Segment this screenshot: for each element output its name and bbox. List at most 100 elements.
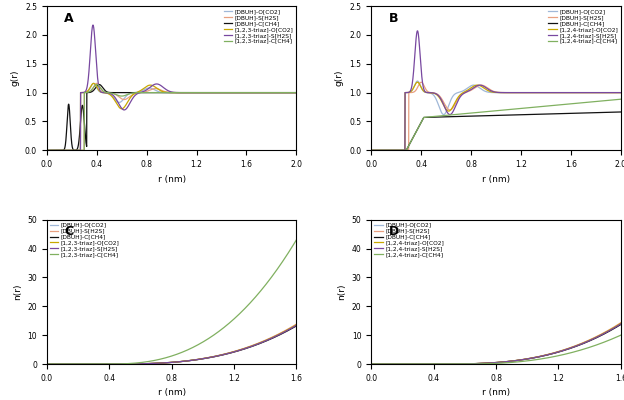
[1,2,3-triaz]-O[CO2] (43, 148, 51, 153)
[DBUH]-C[CH4] (150, 90, 157, 95)
[DBUH]-S[H2S] (72, 148, 79, 153)
[1,2,4-triaz]-C[CH4] (368, 362, 375, 366)
[DBUH]-O[CO2] (86, 86, 94, 91)
[DBUH]-O[CO2] (480, 361, 488, 366)
[DBUH]-O[CO2] (368, 362, 375, 366)
[DBUH]-O[CO2] (414, 79, 421, 84)
[DBUH]-C[CH4] (617, 322, 624, 327)
Line: [DBUH]-S[H2S]: [DBUH]-S[H2S] (47, 83, 296, 150)
[1,2,4-triaz]-S[H2S] (540, 353, 547, 358)
[DBUH]-C[CH4] (43, 148, 51, 153)
[1,2,4-triaz]-C[CH4] (601, 340, 608, 344)
[DBUH]-C[CH4] (463, 114, 470, 119)
[DBUH]-O[CO2] (261, 90, 268, 95)
[1,2,3-triaz]-C[CH4] (171, 353, 178, 358)
[DBUH]-C[CH4] (48, 362, 56, 366)
[DBUH]-S[H2S] (396, 148, 404, 153)
[1,2,4-triaz]-O[CO2] (617, 321, 624, 326)
Line: [DBUH]-O[CO2]: [DBUH]-O[CO2] (47, 83, 296, 150)
[DBUH]-O[CO2] (293, 90, 300, 95)
[DBUH]-S[H2S] (156, 361, 163, 366)
[DBUH]-S[H2S] (293, 322, 300, 326)
[DBUH]-C[CH4] (95, 82, 103, 87)
[1,2,3-triaz]-O[CO2] (72, 148, 79, 153)
[1,2,3-triaz]-S[H2S] (43, 148, 51, 153)
Line: [DBUH]-O[CO2]: [DBUH]-O[CO2] (47, 325, 296, 364)
[1,2,3-triaz]-S[H2S] (215, 353, 223, 358)
[1,2,3-triaz]-S[H2S] (139, 89, 147, 94)
Line: [1,2,4-triaz]-S[H2S]: [1,2,4-triaz]-S[H2S] (371, 31, 621, 150)
[DBUH]-O[CO2] (540, 353, 547, 358)
[1,2,4-triaz]-S[H2S] (464, 89, 471, 94)
[1,2,3-triaz]-S[H2S] (288, 90, 295, 95)
[DBUH]-S[H2S] (215, 353, 223, 358)
[DBUH]-C[CH4] (171, 360, 178, 364)
[1,2,4-triaz]-C[CH4] (585, 100, 593, 104)
[DBUH]-S[H2S] (261, 90, 268, 95)
[DBUH]-S[H2S] (88, 362, 95, 366)
[DBUH]-O[CO2] (495, 360, 503, 365)
[1,2,4-triaz]-O[CO2] (412, 362, 420, 366)
[1,2,4-triaz]-S[H2S] (412, 362, 420, 366)
Y-axis label: n(r): n(r) (12, 284, 22, 300)
[DBUH]-O[CO2] (411, 83, 418, 88)
[1,2,3-triaz]-O[CO2] (293, 90, 300, 95)
Line: [DBUH]-O[CO2]: [DBUH]-O[CO2] (371, 81, 621, 150)
[DBUH]-S[H2S] (139, 90, 147, 95)
Line: [1,2,3-triaz]-C[CH4]: [1,2,3-triaz]-C[CH4] (47, 84, 296, 150)
[DBUH]-C[CH4] (411, 132, 418, 137)
[DBUH]-S[H2S] (540, 353, 547, 358)
[1,2,3-triaz]-O[CO2] (90, 81, 97, 86)
[DBUH]-C[CH4] (86, 90, 94, 95)
[DBUH]-C[CH4] (293, 324, 300, 328)
[1,2,4-triaz]-O[CO2] (601, 330, 608, 335)
[DBUH]-O[CO2] (215, 353, 223, 358)
[1,2,3-triaz]-C[CH4] (215, 329, 223, 334)
[DBUH]-O[CO2] (373, 362, 380, 366)
[DBUH]-O[CO2] (412, 362, 420, 366)
[DBUH]-O[CO2] (368, 148, 375, 153)
[DBUH]-C[CH4] (88, 362, 95, 366)
[1,2,3-triaz]-C[CH4] (72, 148, 79, 153)
[DBUH]-S[H2S] (368, 362, 375, 366)
[1,2,3-triaz]-C[CH4] (156, 357, 163, 362)
[DBUH]-O[CO2] (90, 81, 97, 86)
[1,2,3-triaz]-S[H2S] (171, 360, 178, 364)
[DBUH]-S[H2S] (368, 148, 375, 153)
[1,2,3-triaz]-S[H2S] (72, 148, 79, 153)
[1,2,4-triaz]-C[CH4] (540, 356, 547, 361)
[DBUH]-O[CO2] (293, 323, 300, 328)
Text: A: A (64, 12, 74, 25)
[1,2,3-triaz]-S[H2S] (48, 362, 56, 366)
[1,2,3-triaz]-C[CH4] (293, 90, 300, 95)
[DBUH]-C[CH4] (601, 331, 608, 336)
[1,2,4-triaz]-C[CH4] (373, 362, 380, 366)
[DBUH]-O[CO2] (43, 362, 51, 366)
Text: C: C (64, 226, 74, 238)
[DBUH]-S[H2S] (288, 90, 295, 95)
[DBUH]-O[CO2] (396, 148, 404, 153)
[1,2,4-triaz]-C[CH4] (480, 361, 488, 366)
[1,2,3-triaz]-O[CO2] (171, 360, 178, 364)
Legend: [DBUH]-O[CO2], [DBUH]-S[H2S], [DBUH]-C[CH4], [1,2,3-triaz]-O[CO2], [1,2,3-triaz]: [DBUH]-O[CO2], [DBUH]-S[H2S], [DBUH]-C[C… (222, 8, 295, 45)
[DBUH]-S[H2S] (464, 90, 471, 94)
[DBUH]-C[CH4] (373, 362, 380, 366)
[1,2,3-triaz]-O[CO2] (43, 362, 51, 366)
[DBUH]-C[CH4] (215, 353, 223, 358)
[1,2,3-triaz]-C[CH4] (88, 362, 95, 366)
[1,2,3-triaz]-S[H2S] (150, 82, 157, 87)
[DBUH]-O[CO2] (171, 360, 178, 364)
[1,2,3-triaz]-S[H2S] (293, 323, 300, 328)
Line: [DBUH]-O[CO2]: [DBUH]-O[CO2] (371, 324, 621, 364)
[DBUH]-C[CH4] (43, 362, 51, 366)
Line: [1,2,3-triaz]-S[H2S]: [1,2,3-triaz]-S[H2S] (47, 25, 296, 150)
[1,2,4-triaz]-C[CH4] (495, 361, 503, 366)
[1,2,3-triaz]-O[CO2] (288, 90, 295, 95)
[DBUH]-S[H2S] (617, 320, 624, 325)
[DBUH]-C[CH4] (293, 90, 300, 95)
Line: [1,2,3-triaz]-O[CO2]: [1,2,3-triaz]-O[CO2] (47, 325, 296, 364)
[1,2,4-triaz]-S[H2S] (414, 28, 421, 33)
[DBUH]-S[H2S] (293, 90, 300, 95)
[DBUH]-C[CH4] (617, 110, 624, 114)
[DBUH]-O[CO2] (474, 84, 482, 89)
